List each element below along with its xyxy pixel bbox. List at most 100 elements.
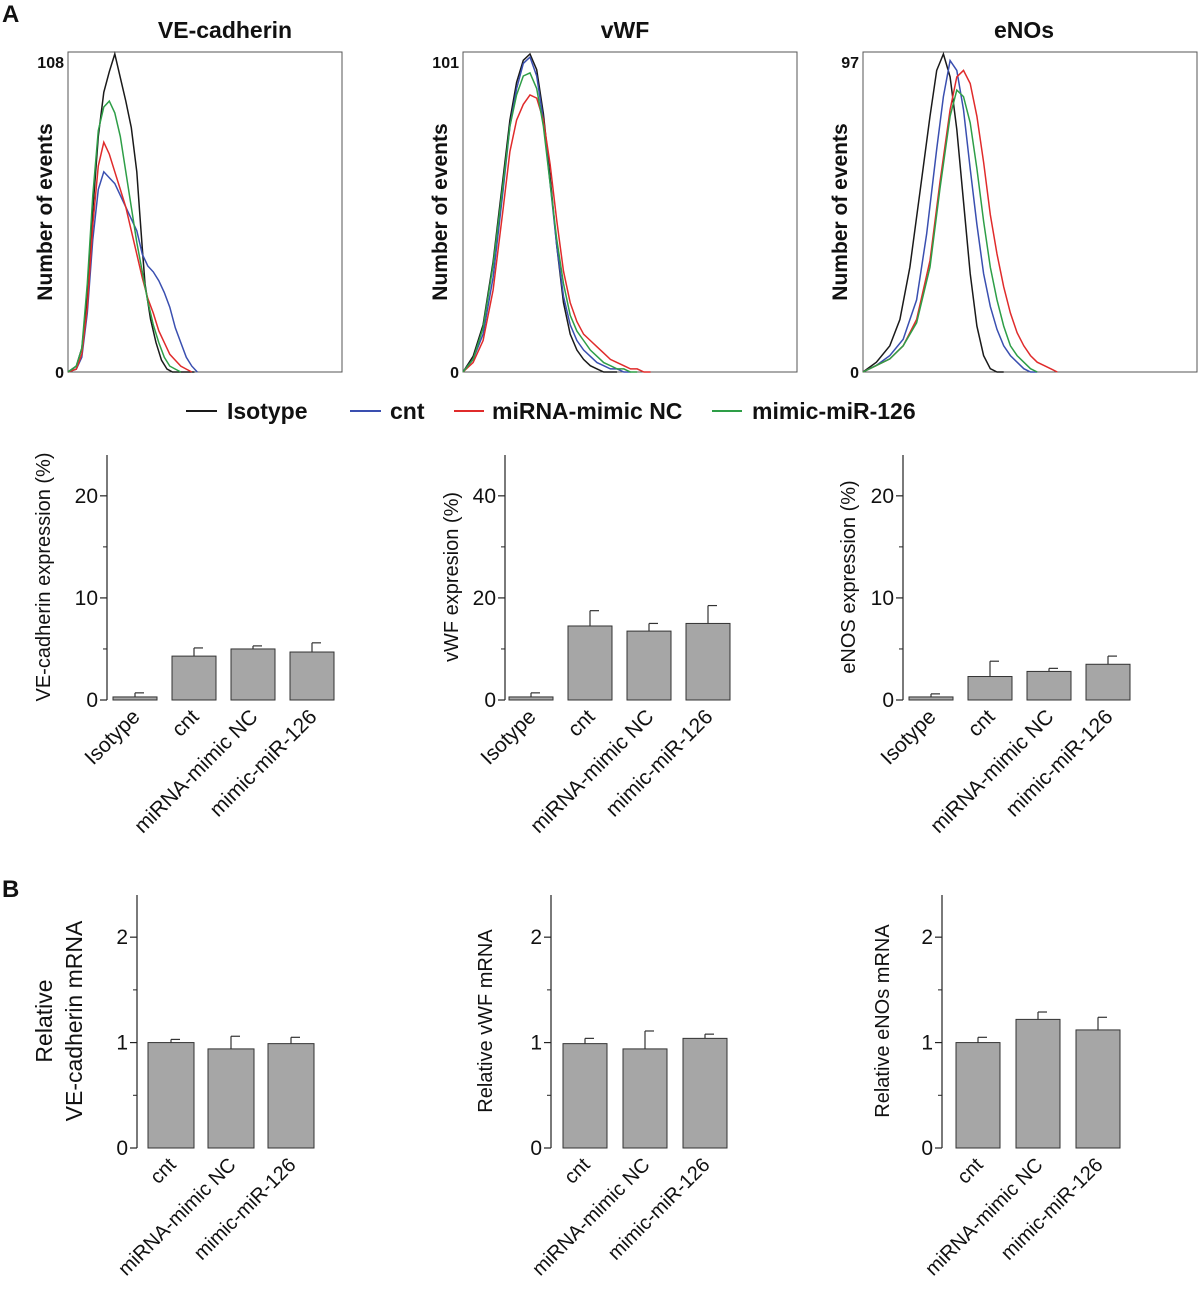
legend-label: miRNA-mimic NC [492, 398, 682, 424]
histogram-ymin-label: 0 [850, 365, 859, 382]
bar [685, 622, 731, 701]
bar [967, 676, 1013, 701]
legend-label: cnt [390, 398, 425, 424]
y-axis-label: Relative eNOs mRNA [872, 924, 894, 1118]
bar [567, 625, 613, 701]
bar [171, 655, 217, 701]
category-label: Isotype [476, 705, 540, 769]
bar [267, 1043, 315, 1149]
category-label: cnt [953, 1154, 988, 1189]
legend-item: cnt [350, 398, 425, 424]
y-axis-label: VE-cadherin expression (%) [33, 453, 55, 702]
histogram-series-isotype [862, 51, 1004, 373]
y-tick-label: 2 [921, 926, 933, 949]
category-label: cnt [146, 1154, 181, 1189]
histogram-y-axis-label: Number of events [429, 123, 452, 300]
category-label: mimic-miR-126 [604, 1154, 715, 1265]
bar [955, 1042, 1001, 1149]
histogram-title: VE-cadherin [158, 17, 292, 43]
histogram-ymax-label: 97 [841, 55, 859, 72]
y-tick-label: 1 [921, 1032, 933, 1055]
legend-item: Isotype [186, 398, 308, 424]
histogram-frame [67, 51, 343, 373]
y-axis-label: Relative [31, 979, 57, 1062]
histogram-panels: VE-cadherin 108 0 Number of events vWF 101 0 Nu… [34, 17, 1198, 382]
y-axis-label: Relative vWF mRNA [475, 929, 497, 1113]
category-label: cnt [563, 705, 599, 741]
legend-label: Isotype [227, 398, 308, 424]
y-tick-label: 10 [75, 587, 98, 610]
legend-item: mimic-miR-126 [712, 398, 916, 424]
histogram-title: vWF [601, 17, 650, 43]
bar [562, 1043, 608, 1149]
y-tick-label: 2 [530, 926, 542, 949]
y-tick-label: 10 [871, 587, 894, 610]
histogram-y-axis-label: Number of events [34, 123, 57, 300]
y-tick-label: 20 [473, 587, 496, 610]
histogram-ymin-label: 0 [450, 365, 459, 382]
y-tick-label: 0 [116, 1137, 128, 1160]
category-label: mimic-miR-126 [997, 1154, 1108, 1265]
histogram-hist-ve: VE-cadherin 108 0 Number of events [34, 17, 343, 382]
y-tick-label: 1 [116, 1032, 128, 1055]
category-label: mimic-miR-126 [205, 705, 321, 821]
y-axis-label: eNOS expression (%) [838, 480, 860, 673]
legend-label: mimic-miR-126 [752, 398, 916, 424]
y-tick-label: 40 [473, 485, 496, 508]
y-tick-label: 0 [882, 689, 894, 712]
category-label: Isotype [876, 705, 940, 769]
bar [682, 1037, 728, 1149]
histogram-series-isotype [67, 51, 195, 373]
histogram-series-cnt [862, 58, 1038, 373]
category-label: cnt [560, 1154, 595, 1189]
bar [207, 1048, 255, 1149]
bar [289, 651, 335, 701]
category-label: Isotype [80, 705, 144, 769]
category-label: cnt [963, 705, 999, 741]
histogram-title: eNOs [994, 17, 1054, 43]
bar [1075, 1029, 1121, 1149]
histogram-series-mirna-mimic-nc [67, 140, 193, 373]
legend-item: miRNA-mimic NC [454, 398, 682, 424]
bar [626, 630, 672, 701]
bar [1085, 663, 1131, 701]
histogram-series-cnt [462, 55, 631, 373]
histogram-series-mimic-mir-126 [462, 71, 638, 373]
y-tick-label: 0 [530, 1137, 542, 1160]
y-tick-label: 20 [75, 485, 98, 508]
bar-chart-bar-ve: 0 10 20 VE-cadherin expression (%) Isotype cn… [33, 453, 335, 838]
y-tick-label: 0 [921, 1137, 933, 1160]
panel-label-a: A [2, 1, 19, 28]
histogram-y-axis-label: Number of events [829, 123, 852, 300]
histogram-hist-vwf: vWF 101 0 Number of events [429, 17, 798, 382]
legend: Isotype cnt miRNA-mimic NC mimic-miR-126 [186, 398, 916, 424]
y-axis-label: vWF expresion (%) [441, 492, 463, 662]
category-label: mimic-miR-126 [1001, 705, 1117, 821]
histogram-ymin-label: 0 [55, 365, 64, 382]
bar [508, 696, 554, 701]
histogram-series-mirna-mimic-nc [462, 93, 651, 373]
y-axis-label: VE-cadherin mRNA [61, 920, 87, 1121]
histogram-series-mimic-mir-126 [862, 88, 1038, 373]
y-tick-label: 2 [116, 926, 128, 949]
histogram-ymax-label: 101 [432, 55, 459, 72]
category-label: cnt [167, 705, 203, 741]
panel-label-b: B [2, 876, 19, 903]
bar [622, 1048, 668, 1149]
category-label: mimic-miR-126 [601, 705, 717, 821]
histogram-frame [862, 51, 1198, 373]
category-label: mimic-miR-126 [190, 1154, 301, 1265]
histogram-hist-enos: eNOs 97 0 Number of events [829, 17, 1198, 382]
y-tick-label: 20 [871, 485, 894, 508]
bar [112, 696, 158, 701]
bar [230, 648, 276, 701]
bar [147, 1042, 195, 1149]
y-tick-label: 0 [86, 689, 98, 712]
